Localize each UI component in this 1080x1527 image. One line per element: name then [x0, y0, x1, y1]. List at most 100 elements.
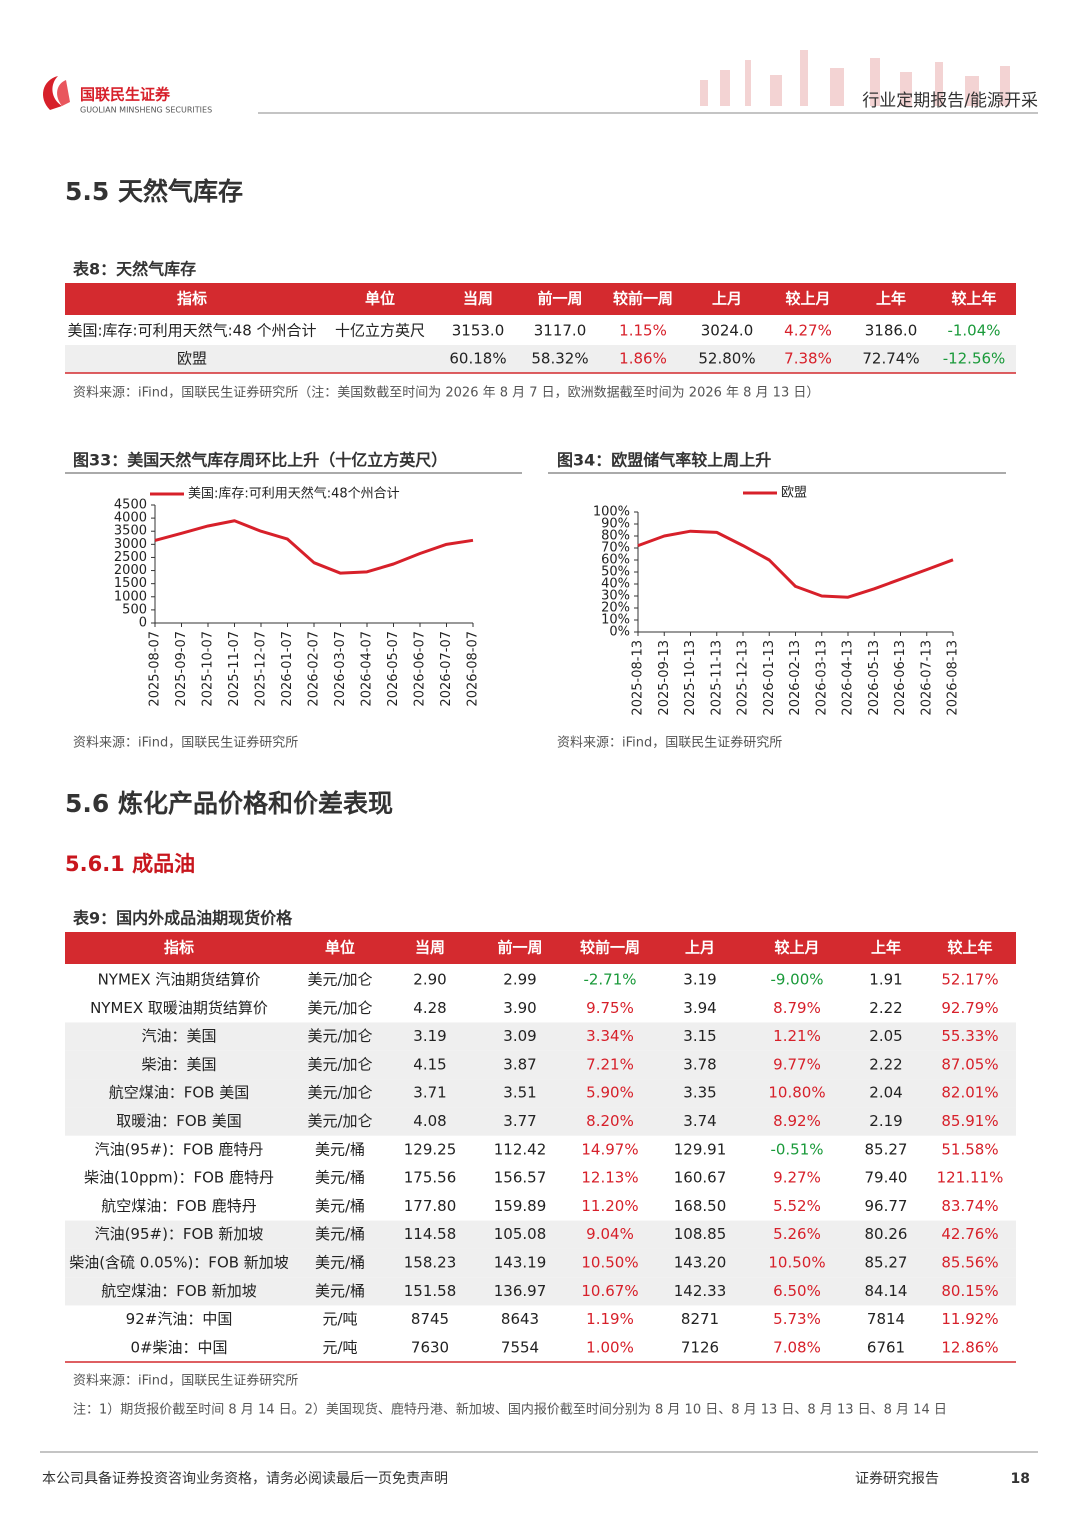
table-header-cell: 指标 — [164, 939, 194, 957]
table-cell: 3.19 — [683, 971, 716, 989]
x-tick-label: 2026-08-13 — [946, 640, 961, 716]
table-cell: 3.90 — [503, 999, 536, 1017]
table-cell: 52.80% — [698, 350, 755, 368]
row-shade — [65, 1079, 1016, 1108]
x-tick-label: 2026-06-07 — [413, 631, 428, 707]
table-cell: 51.58% — [941, 1140, 998, 1158]
table-cell: 10.50% — [768, 1254, 825, 1272]
source-note: 资料来源：iFind，国联民生证券研究所 — [557, 735, 782, 751]
y-tick-label: 40% — [601, 577, 630, 592]
table-cell: 柴油(10ppm)：FOB 鹿特丹 — [84, 1169, 274, 1187]
table-cell: 3.74 — [683, 1112, 716, 1130]
y-tick-label: 60% — [601, 553, 630, 568]
section-title: 5.6 炼化产品价格和价差表现 — [65, 789, 393, 818]
table-cell: 美元/桶 — [315, 1282, 365, 1300]
x-tick-label: 2026-05-07 — [386, 631, 401, 707]
table-cell: 8643 — [501, 1310, 539, 1328]
table-cell: 3.87 — [503, 1055, 536, 1073]
table-cell: 72.74% — [862, 350, 919, 368]
table-cell: 美国:库存:可利用天然气:48 个州合计 — [67, 322, 316, 340]
table-cell: 52.17% — [941, 971, 998, 989]
x-tick-label: 2025-10-07 — [201, 631, 216, 707]
table-cell: 美元/桶 — [315, 1254, 365, 1272]
table-cell: 121.11% — [937, 1169, 1004, 1187]
table-header-cell: 上年 — [876, 290, 906, 308]
row-shade — [65, 1220, 1016, 1249]
table-cell: 4.28 — [413, 999, 446, 1017]
table-cell: 美元/加仑 — [307, 1084, 372, 1102]
table-header-cell: 上月 — [712, 290, 742, 308]
y-tick-label: 2000 — [114, 563, 147, 578]
table-cell: 汽油：美国 — [141, 1027, 216, 1045]
x-tick-label: 2025-10-13 — [683, 640, 698, 716]
table-cell: 11.92% — [941, 1310, 998, 1328]
table-header-cell: 较上月 — [774, 939, 819, 957]
table-caption: 表8：天然气库存 — [72, 260, 196, 279]
table-cell: 3.35 — [683, 1084, 716, 1102]
table-cell: 元/吨 — [322, 1310, 357, 1328]
table-cell: 美元/桶 — [315, 1197, 365, 1215]
table-cell: 汽油(95#)：FOB 新加坡 — [95, 1225, 264, 1243]
source-note: 资料来源：iFind，国联民生证券研究所 — [73, 1373, 298, 1389]
table-header-cell: 较前一周 — [613, 290, 673, 308]
report-type: 行业定期报告/能源开采 — [862, 91, 1038, 111]
table-cell: 112.42 — [494, 1140, 547, 1158]
x-tick-label: 2025-09-13 — [657, 640, 672, 716]
table-cell: 元/吨 — [322, 1338, 357, 1356]
table-cell: 80.15% — [941, 1282, 998, 1300]
table-cell: 美元/桶 — [315, 1140, 365, 1158]
table-header-cell: 较上月 — [785, 290, 830, 308]
table-cell: 79.40 — [865, 1169, 908, 1187]
table-cell: 4.15 — [413, 1055, 446, 1073]
y-tick-label: 0% — [609, 625, 630, 640]
table-cell: 3.19 — [413, 1027, 446, 1045]
table-cell: 42.76% — [941, 1225, 998, 1243]
table-cell: 159.89 — [494, 1197, 547, 1215]
table-cell: 航空煤油：FOB 鹿特丹 — [101, 1197, 257, 1215]
table-cell: 108.85 — [674, 1225, 727, 1243]
table-cell: 85.27 — [865, 1254, 908, 1272]
table-cell: 10.67% — [581, 1282, 638, 1300]
table-cell: 3.51 — [503, 1084, 536, 1102]
table-cell: 82.01% — [941, 1084, 998, 1102]
table-cell: 14.97% — [581, 1140, 638, 1158]
table-cell: 143.19 — [494, 1254, 547, 1272]
row-shade — [65, 1248, 1016, 1278]
table-cell: 7.08% — [773, 1338, 821, 1356]
x-tick-label: 2025-08-13 — [631, 640, 646, 716]
table-cell: 7814 — [867, 1310, 905, 1328]
subsection-title: 5.6.1 成品油 — [65, 852, 195, 876]
source-note: 资料来源：iFind，国联民生证券研究所 — [73, 735, 298, 751]
x-tick-label: 2025-09-07 — [174, 631, 189, 707]
table-cell: 83.74% — [941, 1197, 998, 1215]
table-cell: 7.38% — [784, 350, 832, 368]
table-cell: 4.08 — [413, 1112, 446, 1130]
table-cell: 114.58 — [404, 1225, 457, 1243]
x-tick-label: 2026-01-07 — [280, 631, 295, 707]
table-cell: 92#汽油：中国 — [126, 1310, 233, 1328]
table-cell: 3.15 — [683, 1027, 716, 1045]
table-cell: 汽油(95#)：FOB 鹿特丹 — [95, 1140, 264, 1158]
table-cell: 十亿立方英尺 — [335, 322, 425, 340]
y-tick-label: 4500 — [114, 498, 147, 513]
x-tick-label: 2025-08-07 — [148, 631, 163, 707]
table-cell: 美元/桶 — [315, 1225, 365, 1243]
table-header-bg — [65, 283, 1016, 315]
table-cell: 2.19 — [869, 1112, 902, 1130]
table-cell: -1.04% — [947, 322, 1000, 340]
table-cell: 168.50 — [674, 1197, 727, 1215]
table-cell: 84.14 — [865, 1282, 908, 1300]
table-cell: 58.32% — [531, 350, 588, 368]
section-title: 5.5 天然气库存 — [65, 177, 243, 206]
table-cell: 3117.0 — [534, 322, 587, 340]
table-cell: 85.91% — [941, 1112, 998, 1130]
table-cell: 12.86% — [941, 1338, 998, 1356]
x-tick-label: 2025-11-07 — [227, 631, 242, 707]
table-cell: 85.27 — [865, 1140, 908, 1158]
chart-title: 图34：欧盟储气率较上周上升 — [557, 451, 771, 470]
table-cell: 美元/加仑 — [307, 1055, 372, 1073]
table-cell: -12.56% — [943, 350, 1006, 368]
disclaimer: 本公司具备证券投资咨询业务资格，请务必阅读最后一页免责声明 — [42, 1470, 448, 1487]
y-tick-label: 70% — [601, 541, 630, 556]
table-cell: 美元/加仑 — [307, 971, 372, 989]
